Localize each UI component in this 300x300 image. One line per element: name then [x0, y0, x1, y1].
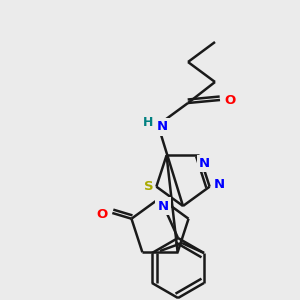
Text: N: N — [199, 157, 210, 170]
Text: N: N — [156, 121, 168, 134]
Text: H: H — [143, 116, 153, 130]
Text: N: N — [214, 178, 225, 191]
Text: O: O — [97, 208, 108, 221]
Text: N: N — [158, 200, 169, 212]
Text: S: S — [144, 180, 153, 193]
Text: O: O — [224, 94, 236, 106]
